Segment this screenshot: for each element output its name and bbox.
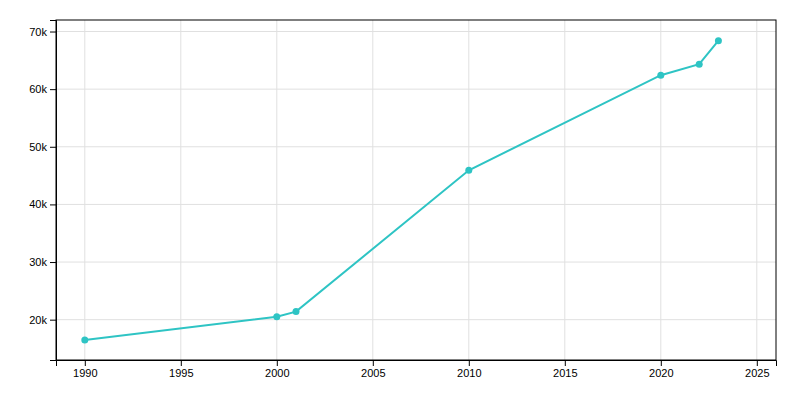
line [85,41,719,340]
x-axis: 1990 1995 2000 2005 2010 2015 2020 2025 [57,360,777,379]
x-tick: 2020 [649,360,673,379]
x-tick-label: 2005 [361,367,385,379]
y-tick: 50k [29,141,56,153]
y-axis-line [50,21,57,361]
x-tick: 1990 [73,360,97,379]
y-tick-mark [50,147,56,148]
x-grid-line [180,20,181,360]
x-grid-line [660,20,661,360]
x-grid-line [372,20,373,360]
x-tick-label: 2015 [553,367,577,379]
y-grid-line [56,262,776,263]
x-axis-line [57,361,777,367]
x-tick-label: 2010 [457,367,481,379]
x-tick-label: 1990 [73,367,97,379]
y-tick-mark [50,89,56,90]
point [81,337,88,344]
y-grid-line [56,89,776,90]
y-tick-label: 40k [29,198,47,210]
y-grid-line [56,319,776,320]
chart: 1990 1995 2000 2005 2010 2015 2020 2025 20k 30k 40… [0,0,800,400]
x-tick-mark [181,360,182,366]
x-tick-mark [565,360,566,366]
y-grid-line [56,31,776,32]
x-tick-mark [277,360,278,366]
x-tick: 2010 [457,360,481,379]
x-grid-line [468,20,469,360]
y-tick-label: 20k [29,314,47,326]
point [657,72,664,79]
x-tick: 2025 [745,360,769,379]
plot-area [81,37,722,343]
x-tick-mark [85,360,86,366]
x-grid-line [84,20,85,360]
y-tick-mark [50,320,56,321]
x-tick-mark [661,360,662,366]
x-tick-label: 2025 [745,367,769,379]
y-tick-label: 70k [29,26,47,38]
x-tick: 2000 [265,360,289,379]
x-grid-line [276,20,277,360]
point [293,308,300,315]
x-grid-line [756,20,757,360]
x-tick-mark [469,360,470,366]
y-axis: 20k 30k 40k 50k 60k 70k [29,21,56,361]
plot-frame [56,20,776,360]
x-tick-label: 2000 [265,367,289,379]
y-tick-mark [50,262,56,263]
point [465,167,472,174]
y-tick: 70k [29,26,56,38]
x-tick: 2015 [553,360,577,379]
y-tick-label: 30k [29,256,47,268]
x-tick-label: 2020 [649,367,673,379]
y-tick: 60k [29,83,56,95]
y-tick-mark [50,32,56,33]
y-grid-line [56,204,776,205]
x-tick-mark [757,360,758,366]
y-grid-line [56,146,776,147]
y-tick: 40k [29,198,56,210]
x-tick: 2005 [361,360,385,379]
y-tick: 30k [29,256,56,268]
y-tick-mark [50,204,56,205]
x-tick-mark [373,360,374,366]
point [696,61,703,68]
point [715,37,722,44]
grid [56,20,776,360]
y-tick: 20k [29,314,56,326]
x-tick-label: 1995 [169,367,193,379]
point [273,313,280,320]
x-grid-line [564,20,565,360]
x-tick: 1995 [169,360,193,379]
y-tick-label: 50k [29,141,47,153]
y-tick-label: 60k [29,83,47,95]
